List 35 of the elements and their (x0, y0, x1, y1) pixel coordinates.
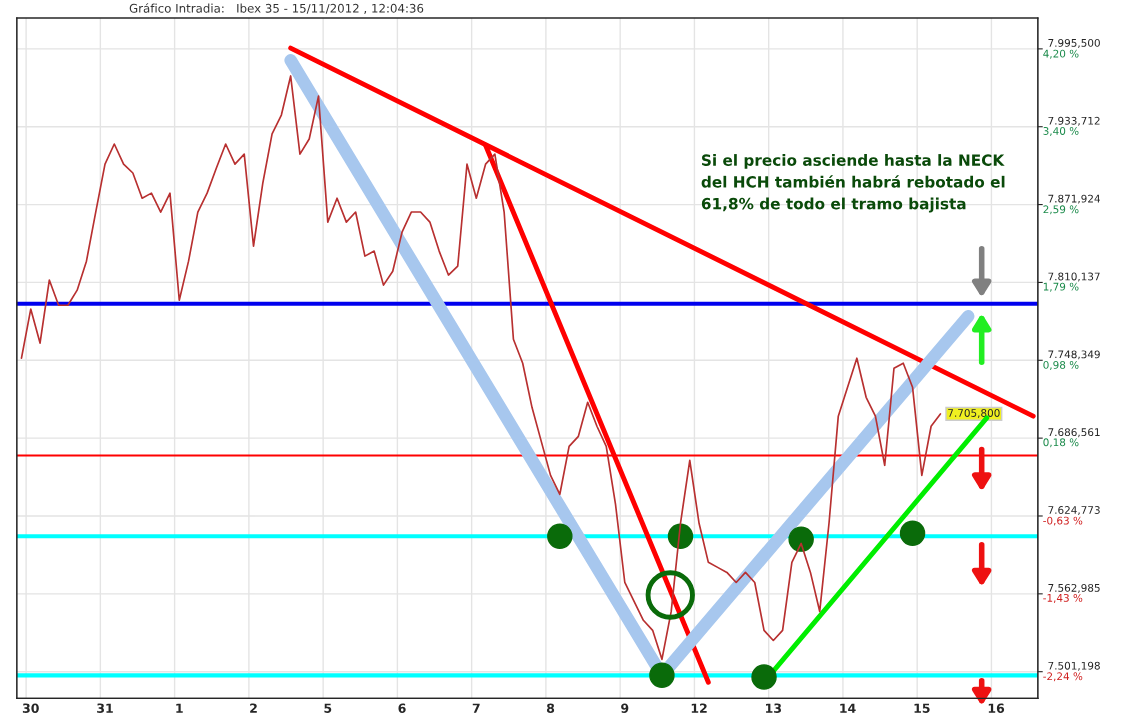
x-tick-label: 16 (988, 703, 1005, 713)
x-tick-label: 30 (22, 703, 39, 713)
x-tick-label: 14 (840, 703, 856, 713)
y-tick-label: 7.501,198 (1048, 661, 1100, 671)
y2-tick-label: 0,18 % (1043, 438, 1079, 448)
y2-tick-label: 1,79 % (1043, 282, 1079, 292)
y2-tick-label: 2,59 % (1043, 205, 1079, 215)
x-tick-label: 31 (97, 703, 113, 713)
y2-tick-label: -2,24 % (1043, 672, 1083, 682)
x-tick-label: 15 (914, 703, 930, 713)
y-tick-label: 7.810,137 (1048, 272, 1100, 282)
x-tick-label: 2 (250, 703, 257, 713)
y-tick-label: 7.624,773 (1048, 506, 1100, 516)
x-tick-label: 13 (766, 703, 782, 713)
y-tick-label: 7.562,985 (1048, 583, 1100, 593)
y-tick-label: 7.933,712 (1048, 116, 1100, 126)
y2-tick-label: 0,98 % (1043, 360, 1079, 370)
y-tick-label: 7.995,500 (1048, 38, 1100, 48)
y2-tick-label: 3,40 % (1043, 127, 1079, 136)
x-tick-label: 12 (691, 703, 707, 713)
x-tick-label: 9 (621, 703, 629, 713)
annotation: 7.705,800 (948, 409, 1000, 418)
annotation: Si el precio asciende hasta la NECK del HCH también habrá rebotado el 61,8% de todo el tramo bajista (701, 154, 1005, 213)
y2-tick-label: -1,43 % (1043, 593, 1083, 603)
x-tick-label: 5 (324, 703, 332, 713)
y-tick-label: 7.748,349 (1048, 350, 1100, 360)
y2-tick-label: -0,63 % (1043, 516, 1083, 526)
x-tick-label: 6 (398, 703, 406, 713)
y-tick-label: 7.686,561 (1048, 428, 1100, 438)
x-tick-label: 8 (546, 703, 555, 713)
x-tick-label: 7 (472, 703, 480, 713)
y2-tick-label: 4,20 % (1043, 49, 1079, 59)
y-tick-label: 7.871,924 (1048, 194, 1100, 204)
chart-title: Gráfico Intradia: Ibex 35 - 15/11/2012 , 12:04:36 (129, 3, 424, 14)
x-tick-label: 1 (176, 703, 183, 713)
